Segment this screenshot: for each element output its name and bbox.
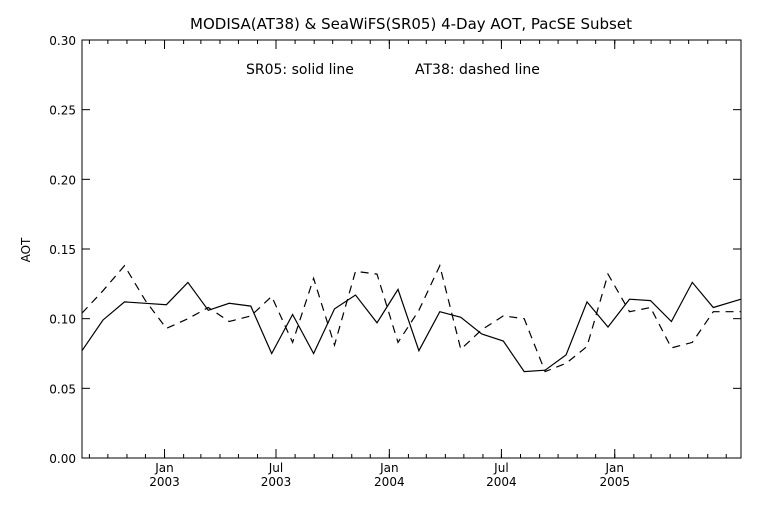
- x-tick-month-label: Jan: [379, 461, 399, 475]
- legend-dashed-line: AT38: dashed line: [415, 62, 540, 78]
- chart-title: MODISA(AT38) & SeaWiFS(SR05) 4-Day AOT, …: [190, 15, 632, 33]
- y-tick-label: 0.05: [49, 382, 76, 396]
- x-tick-month-label: Jan: [604, 461, 624, 475]
- y-tick-label: 0.25: [49, 104, 76, 118]
- y-tick-label: 0.15: [49, 243, 76, 257]
- legend-solid-line: SR05: solid line: [246, 62, 354, 78]
- y-tick-label: 0.10: [49, 313, 76, 327]
- y-axis: 0.00 0.05 0.10 0.15 0.20 0.25 0.30: [49, 34, 741, 466]
- x-tick-year-label: 2003: [261, 475, 292, 489]
- x-tick-year-label: 2004: [374, 475, 405, 489]
- y-tick-label: 0.30: [49, 34, 76, 48]
- series-line-sr05: [81, 281, 742, 373]
- y-axis-label: AOT: [19, 237, 33, 262]
- x-tick-year-label: 2003: [149, 475, 180, 489]
- x-tick-year-label: 2005: [599, 475, 630, 489]
- y-tick-label: 0.20: [49, 173, 76, 187]
- series-lines: [81, 263, 742, 373]
- y-tick-label: 0.00: [49, 452, 76, 466]
- plot-frame: [81, 39, 742, 459]
- series-line-at38: [81, 263, 741, 373]
- x-tick-month-label: Jul: [493, 461, 508, 475]
- x-tick-month-label: Jul: [268, 461, 283, 475]
- x-tick-year-label: 2004: [486, 475, 517, 489]
- x-tick-month-label: Jan: [154, 461, 174, 475]
